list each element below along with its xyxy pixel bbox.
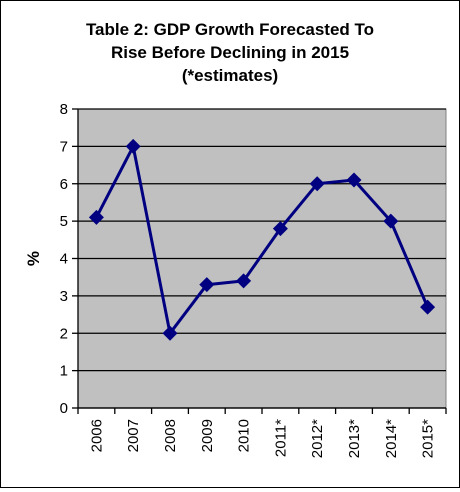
chart-title-line-2: Rise Before Declining in 2015	[111, 43, 349, 62]
data-point-2006	[88, 209, 104, 225]
x-tick-label-2011-est: 2011*	[272, 419, 289, 457]
data-point-2010	[236, 273, 252, 289]
chart-title-line-3: (*estimates)	[182, 66, 278, 85]
x-tick-labels: 2006 2007 2008 2009 2010 2011* 2012* 2013* 2014*…	[88, 419, 436, 458]
y-tick-label-2: 2	[60, 325, 68, 342]
data-point-2008	[162, 325, 178, 341]
data-point-2014-est	[383, 213, 399, 229]
y-tick-label-5: 5	[60, 213, 68, 230]
x-tick-label-2013-est: 2013*	[346, 419, 363, 458]
x-tick-label-2012-est: 2012*	[309, 419, 326, 458]
y-tick-label-4: 4	[60, 251, 68, 268]
y-axis-label: %	[24, 251, 43, 266]
chart-title: Table 2: GDP Growth Forecasted To Rise B…	[86, 20, 374, 85]
y-tick-label-3: 3	[60, 288, 68, 305]
series-line	[95, 144, 429, 335]
data-point-2011-est	[272, 221, 288, 237]
data-point-2007	[125, 138, 141, 154]
y-tick-label-6: 6	[60, 176, 68, 193]
x-tick-label-2009: 2009	[199, 419, 216, 452]
y-tick-label-8: 8	[60, 101, 68, 118]
series-gdp-growth	[88, 138, 436, 341]
x-tick-label-2015-est: 2015*	[420, 419, 437, 458]
axes	[72, 108, 447, 414]
data-point-2015-est	[420, 299, 436, 315]
x-tick-label-2006: 2006	[88, 419, 105, 452]
data-point-2013-est	[346, 172, 362, 188]
y-tick-labels: 0 1 2 3 4 5 6 7 8	[60, 101, 68, 417]
x-tick-label-2007: 2007	[125, 419, 142, 452]
x-tick-label-2008: 2008	[162, 419, 179, 452]
y-tick-label-1: 1	[60, 363, 68, 380]
y-tick-label-0: 0	[60, 400, 68, 417]
data-point-2012-est	[309, 176, 325, 192]
x-tick-label-2014-est: 2014*	[383, 419, 400, 458]
data-point-2009	[199, 277, 215, 293]
y-tick-label-7: 7	[60, 138, 68, 155]
chart-title-line-1: Table 2: GDP Growth Forecasted To	[86, 20, 374, 39]
x-tick-label-2010: 2010	[236, 419, 253, 452]
